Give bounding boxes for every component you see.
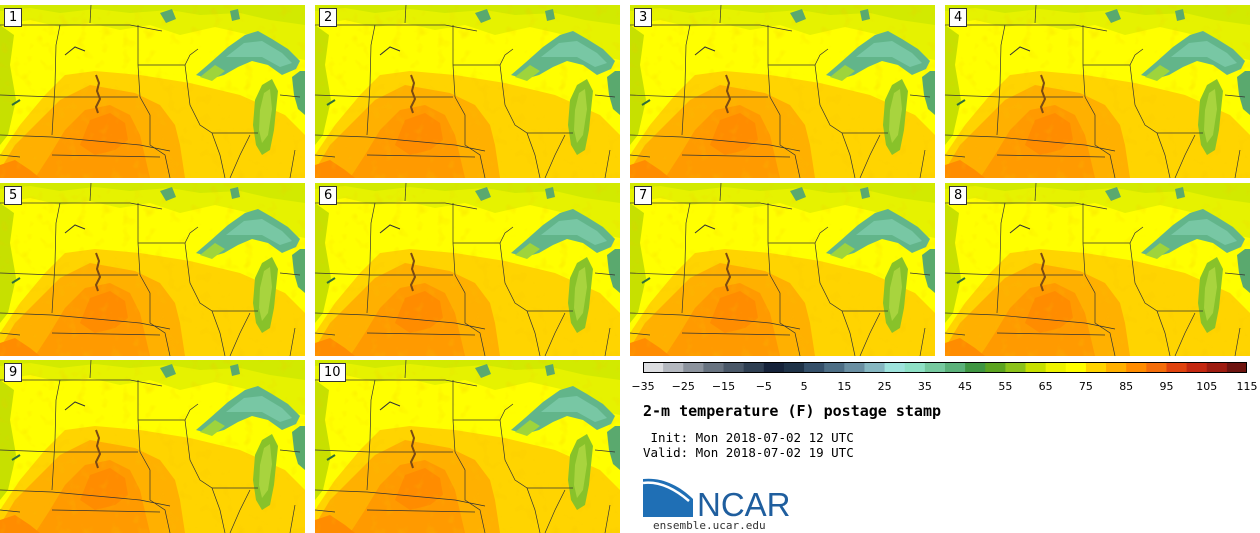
colorbar-tick-label: 5 bbox=[800, 380, 808, 393]
temperature-map bbox=[630, 183, 935, 356]
colorbar-tick-label: 105 bbox=[1196, 380, 1218, 393]
temperature-map bbox=[630, 5, 935, 178]
colorbar-tick-label: −25 bbox=[671, 380, 695, 393]
colorbar-tick-label: −15 bbox=[711, 380, 736, 393]
colorbar-segment bbox=[904, 362, 926, 373]
colorbar-segment bbox=[1186, 362, 1208, 373]
colorbar-segment bbox=[864, 362, 886, 373]
colorbar-segment bbox=[763, 362, 785, 373]
colorbar-segment bbox=[703, 362, 725, 373]
ensemble-member-panel-9: 9 bbox=[0, 360, 305, 533]
colorbar-tick-label: 95 bbox=[1159, 380, 1174, 393]
temperature-map bbox=[0, 5, 305, 178]
temperature-map bbox=[0, 360, 305, 533]
colorbar-segment bbox=[1045, 362, 1067, 373]
ensemble-member-panel-4: 4 bbox=[945, 5, 1250, 178]
ensemble-url: ensemble.ucar.edu bbox=[653, 519, 766, 532]
ncar-logo-arc bbox=[643, 481, 690, 502]
colorbar-segment bbox=[1126, 362, 1147, 373]
colorbar-segment bbox=[965, 362, 986, 373]
member-number-label: 3 bbox=[634, 8, 653, 27]
ncar-logo-text: NCAR bbox=[697, 486, 791, 519]
colorbar-tick-label: −5 bbox=[755, 380, 772, 393]
colorbar-segment bbox=[1025, 362, 1047, 373]
member-number-label: 2 bbox=[319, 8, 338, 27]
colorbar-segment bbox=[1146, 362, 1167, 373]
colorbar-tick-label: 85 bbox=[1119, 380, 1134, 393]
colorbar-segment bbox=[1085, 362, 1107, 373]
member-number-label: 9 bbox=[4, 363, 23, 382]
temperature-colorbar bbox=[643, 362, 1247, 373]
colorbar-tick-label: 25 bbox=[877, 380, 892, 393]
colorbar-tick-label: 15 bbox=[837, 380, 852, 393]
temperature-map bbox=[945, 183, 1250, 356]
ensemble-member-panel-2: 2 bbox=[315, 5, 620, 178]
colorbar-segment bbox=[683, 362, 704, 373]
temperature-map bbox=[315, 183, 620, 356]
colorbar-tick-label: −35 bbox=[631, 380, 655, 393]
colorbar-segment bbox=[663, 362, 684, 373]
temperature-map bbox=[315, 360, 620, 533]
colorbar-tick-label: 45 bbox=[958, 380, 973, 393]
temperature-map bbox=[315, 5, 620, 178]
colorbar-segment bbox=[723, 362, 745, 373]
plot-title: 2-m temperature (F) postage stamp bbox=[643, 402, 942, 420]
ensemble-member-panel-3: 3 bbox=[630, 5, 935, 178]
ncar-logo: NCAR bbox=[643, 478, 791, 519]
ensemble-member-panel-10: 10 bbox=[315, 360, 620, 533]
colorbar-segment bbox=[643, 362, 664, 373]
member-number-label: 8 bbox=[949, 186, 968, 205]
colorbar-tick-label: 55 bbox=[998, 380, 1013, 393]
colorbar-tick-label: 65 bbox=[1038, 380, 1053, 393]
ensemble-member-panel-8: 8 bbox=[945, 183, 1250, 356]
ensemble-member-panel-5: 5 bbox=[0, 183, 305, 356]
member-number-label: 5 bbox=[4, 186, 23, 205]
ncar-logo-swoosh bbox=[643, 478, 693, 517]
ensemble-member-panel-7: 7 bbox=[630, 183, 935, 356]
colorbar-segment bbox=[1106, 362, 1127, 373]
colorbar-segment bbox=[783, 362, 805, 373]
temperature-map bbox=[945, 5, 1250, 178]
valid-time: Valid: Mon 2018-07-02 19 UTC bbox=[643, 445, 854, 460]
member-number-label: 1 bbox=[4, 8, 23, 27]
colorbar-segment bbox=[1226, 362, 1247, 373]
temperature-map bbox=[0, 183, 305, 356]
ensemble-member-panel-6: 6 bbox=[315, 183, 620, 356]
colorbar-segment bbox=[824, 362, 845, 373]
member-number-label: 10 bbox=[319, 363, 346, 382]
colorbar-segment bbox=[924, 362, 946, 373]
colorbar-tick-label: 115 bbox=[1236, 380, 1258, 393]
colorbar-tick-label: 35 bbox=[917, 380, 932, 393]
colorbar-segment bbox=[804, 362, 825, 373]
colorbar-segment bbox=[844, 362, 865, 373]
colorbar-segment bbox=[945, 362, 966, 373]
colorbar-segment bbox=[743, 362, 765, 373]
member-number-label: 4 bbox=[949, 8, 968, 27]
colorbar-tick-label: 75 bbox=[1078, 380, 1093, 393]
colorbar-segment bbox=[1065, 362, 1087, 373]
member-number-label: 7 bbox=[634, 186, 653, 205]
colorbar-segment bbox=[985, 362, 1006, 373]
colorbar-segment bbox=[1166, 362, 1188, 373]
colorbar-segment bbox=[1005, 362, 1027, 373]
colorbar-segment bbox=[1206, 362, 1228, 373]
colorbar-segment bbox=[884, 362, 906, 373]
colorbar-border bbox=[643, 362, 1247, 373]
member-number-label: 6 bbox=[319, 186, 338, 205]
init-time: Init: Mon 2018-07-02 12 UTC bbox=[643, 430, 854, 445]
ensemble-member-panel-1: 1 bbox=[0, 5, 305, 178]
